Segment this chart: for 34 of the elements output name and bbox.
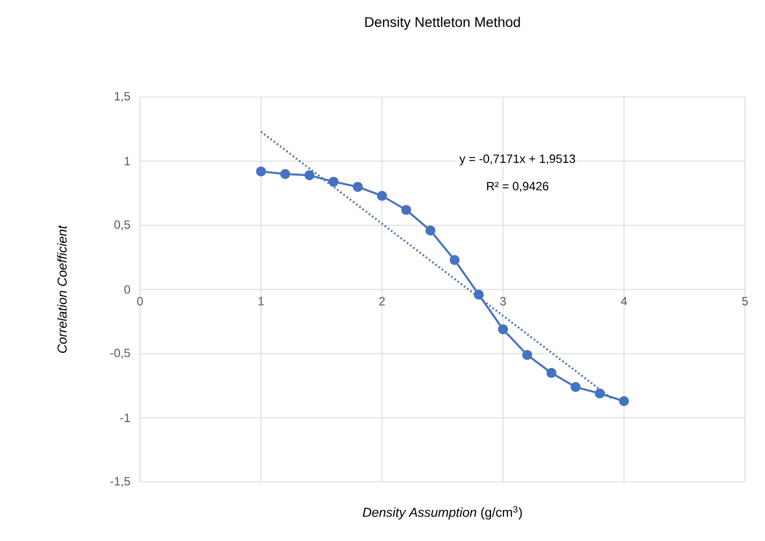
y-tick-label: -1 [120,414,130,422]
point [570,382,581,392]
point [256,166,266,176]
point [619,396,629,406]
y-tick-label: 0 [124,285,130,294]
y-tick-label: -1,5 [110,477,130,487]
point [450,254,460,265]
chart-title: Density Nettleton Method [365,16,520,30]
point [328,176,339,187]
point [304,170,314,180]
y-tick-label: 1 [124,157,130,166]
point [377,190,387,201]
point [474,290,484,300]
y-tick-label: 1,5 [114,92,130,102]
x-tick-label: 1 [258,297,264,306]
point [401,204,412,215]
x-tick-label: 2 [379,297,385,306]
annotation: R² = 0,9426 [487,182,548,192]
point [498,324,508,334]
point [425,225,436,236]
point [546,368,556,378]
point [280,169,290,179]
y-tick-label: 0,5 [114,220,130,230]
annotation: y = -0,7171x + 1,9513 [459,154,576,166]
point [522,350,532,360]
y-axis-title: Correlation Coefficient [57,225,67,353]
x-axis-title: Density Assumption (g/cm$^{3}$) [362,506,522,520]
x-tick-label: 4 [620,297,627,306]
x-tick-label: 3 [500,297,506,306]
point [352,182,363,192]
y-tick-label: -0,5 [110,348,130,359]
x-tick-label: 5 [742,297,748,306]
point [594,388,605,398]
x-tick-label: 0 [137,297,143,306]
